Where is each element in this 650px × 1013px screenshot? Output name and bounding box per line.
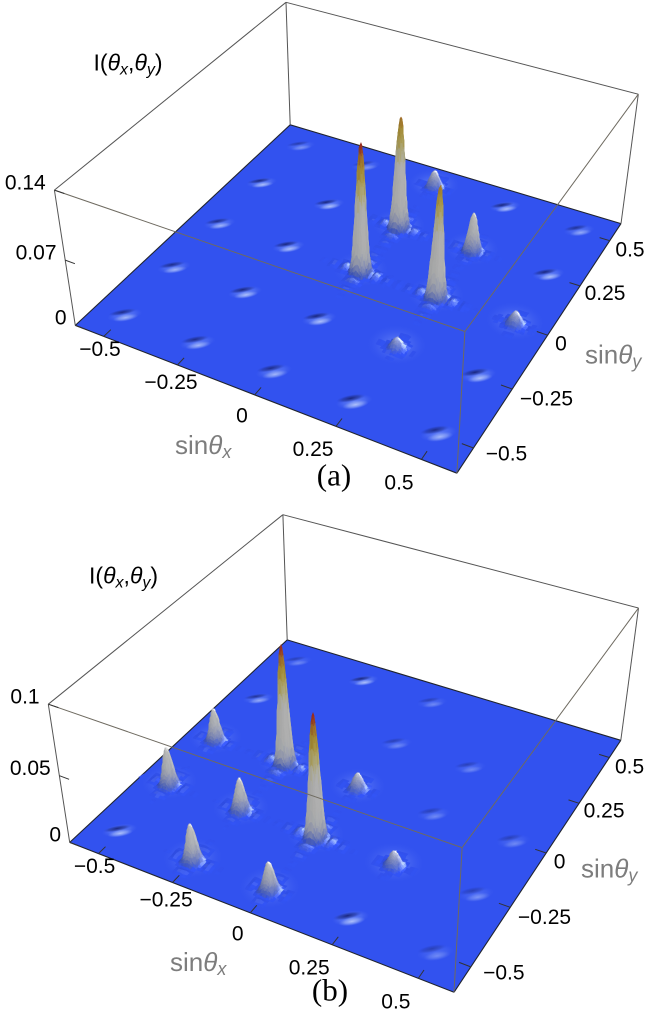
svg-text:−0.5: −0.5 (79, 338, 120, 361)
svg-text:0.25: 0.25 (293, 438, 334, 461)
svg-text:−0.25: −0.25 (518, 906, 571, 929)
svg-text:0.1: 0.1 (10, 685, 39, 708)
svg-text:0.07: 0.07 (16, 241, 57, 264)
svg-text:sinθy: sinθy (581, 854, 638, 886)
svg-text:(a): (a) (317, 458, 351, 493)
svg-text:0.25: 0.25 (584, 800, 625, 823)
svg-text:0: 0 (555, 333, 567, 356)
svg-text:0.5: 0.5 (384, 472, 413, 495)
svg-text:(b): (b) (312, 973, 348, 1008)
svg-text:−0.5: −0.5 (483, 961, 524, 984)
svg-text:0: 0 (232, 922, 244, 945)
svg-text:sinθy: sinθy (585, 340, 642, 372)
svg-text:0: 0 (55, 307, 67, 330)
svg-text:0: 0 (49, 824, 61, 847)
svg-text:I(θx,θy): I(θx,θy) (89, 563, 158, 592)
svg-text:0.5: 0.5 (381, 990, 410, 1013)
svg-text:0.05: 0.05 (10, 757, 51, 780)
svg-text:sinθx: sinθx (175, 430, 232, 462)
svg-text:0: 0 (236, 405, 248, 428)
svg-text:0: 0 (554, 850, 566, 873)
svg-text:0.25: 0.25 (289, 956, 330, 979)
svg-text:−0.25: −0.25 (520, 388, 573, 411)
svg-text:sinθx: sinθx (170, 947, 227, 979)
svg-text:−0.5: −0.5 (74, 855, 115, 878)
svg-text:−0.25: −0.25 (140, 889, 193, 912)
svg-text:0.25: 0.25 (585, 282, 626, 305)
svg-text:−0.5: −0.5 (486, 443, 527, 466)
svg-text:−0.25: −0.25 (144, 371, 197, 394)
svg-text:I(θx,θy): I(θx,θy) (94, 50, 163, 79)
svg-text:0.5: 0.5 (615, 755, 644, 778)
svg-text:0.14: 0.14 (5, 171, 46, 194)
svg-text:0.5: 0.5 (615, 239, 644, 262)
